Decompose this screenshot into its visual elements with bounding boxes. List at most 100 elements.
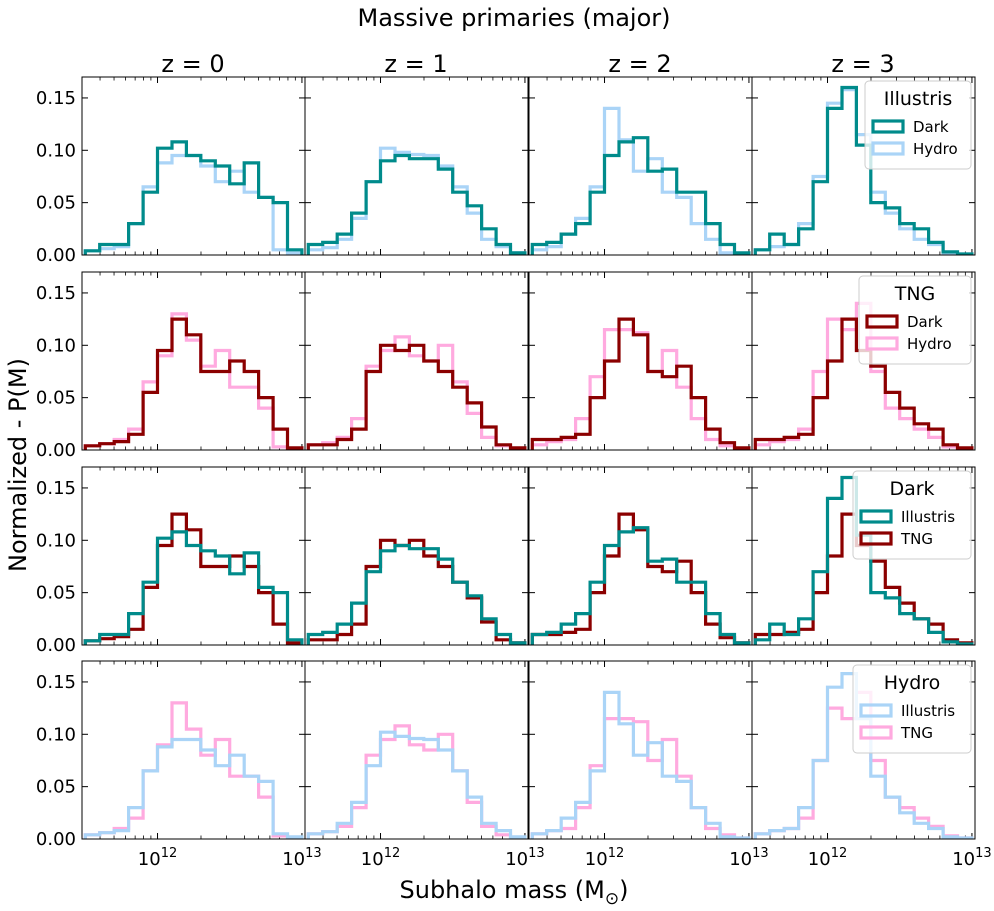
panel-frame xyxy=(528,660,753,840)
x-tick-exponent: 13 xyxy=(752,846,769,861)
x-axis-label: Subhalo mass (M⊙) xyxy=(400,876,629,909)
y-tick-label: 0.00 xyxy=(36,440,76,461)
legend-tng: TNG Dark Hydro xyxy=(858,275,972,365)
figure-title: Massive primaries (major) xyxy=(357,4,670,32)
column-title-z2: z = 2 xyxy=(608,50,671,78)
y-tick-label: 0.05 xyxy=(36,193,76,214)
legend-entry-label: Hydro xyxy=(913,140,958,158)
histogram-group xyxy=(83,312,304,450)
legend-entry-label: Illustris xyxy=(901,508,955,526)
x-tick-base: 10 xyxy=(282,849,305,870)
histogram-group xyxy=(83,512,304,645)
histogram-tng-hydro xyxy=(530,328,751,450)
histogram-tng-dark xyxy=(306,343,527,450)
y-tick-label: 0.15 xyxy=(36,88,76,109)
legend-swatch xyxy=(859,725,893,740)
legend-dark: Dark Illustris TNG xyxy=(852,470,972,560)
panel-frame xyxy=(304,76,529,256)
panel-r2-c0: 0.00 0.05 0.10 0.15 xyxy=(36,466,306,656)
histogram-group xyxy=(530,106,751,255)
panel-r0-c1 xyxy=(304,76,529,256)
x-tick-exponent: 12 xyxy=(161,846,178,861)
y-tick-label: 0.15 xyxy=(36,283,76,304)
x-tick-label: 1013 xyxy=(952,846,991,870)
panel-r0-c3: Illustris Dark Hydro xyxy=(751,76,976,256)
y-tick-label: 0.15 xyxy=(36,672,76,693)
x-tick-base: 10 xyxy=(808,849,831,870)
x-tick-label: 1012 xyxy=(361,846,400,870)
panel-r2-c1 xyxy=(304,466,529,646)
histogram-illustris-hydro xyxy=(83,153,304,255)
histogram-group xyxy=(306,335,527,450)
histogram-group xyxy=(306,724,527,839)
x-axis-label-text: Subhalo mass (M xyxy=(400,876,605,904)
x-tick-base: 10 xyxy=(585,849,608,870)
histogram-group xyxy=(306,538,527,645)
panel-frame xyxy=(304,466,529,646)
x-tick-exponent: 13 xyxy=(528,846,545,861)
legend-title: Illustris xyxy=(884,88,953,110)
histogram-illustris-hydro xyxy=(530,690,751,839)
legend-entry-label: Hydro xyxy=(907,335,952,353)
y-tick-label: 0.05 xyxy=(36,388,76,409)
x-tick-exponent: 13 xyxy=(305,846,322,861)
histogram-tng-dark xyxy=(306,538,527,645)
legend-title: Hydro xyxy=(884,672,941,694)
histogram-illustris-dark xyxy=(83,530,304,645)
legend-entry-label: Illustris xyxy=(901,702,955,720)
panel-r3-c2: 1012 10 13 xyxy=(528,660,769,870)
histogram-group xyxy=(530,317,751,450)
panel-r1-c3: TNG Dark Hydro xyxy=(751,271,976,451)
histogram-illustris-dark xyxy=(306,153,527,255)
x-tick-label: 1012 xyxy=(138,846,177,870)
y-tick-label: 0.00 xyxy=(36,245,76,266)
legend-swatch xyxy=(871,119,905,134)
x-tick-exponent: 12 xyxy=(608,846,625,861)
legend-entry-label: TNG xyxy=(900,530,933,548)
legend-box xyxy=(852,664,972,754)
y-tick-label: 0.00 xyxy=(36,635,76,656)
histogram-illustris-dark xyxy=(306,543,527,645)
panel-r2-c3: Dark Illustris TNG xyxy=(751,466,976,646)
histogram-group xyxy=(83,701,304,839)
histogram-illustris-hydro xyxy=(306,146,527,255)
histogram-group xyxy=(83,140,304,255)
panel-r2-c2 xyxy=(528,466,753,646)
x-axis-label-close: ) xyxy=(619,876,628,904)
histogram-tng-dark xyxy=(83,317,304,450)
panel-frame xyxy=(528,271,753,451)
histogram-tng-hydro xyxy=(306,724,527,839)
y-tick-label: 0.05 xyxy=(36,777,76,798)
histogram-tng-hydro xyxy=(83,701,304,839)
histogram-group xyxy=(753,85,974,255)
legend-hydro: Hydro Illustris TNG xyxy=(852,664,972,754)
x-tick-base: 10 xyxy=(138,849,161,870)
legend-illustris: Illustris Dark Hydro xyxy=(864,80,972,170)
histogram-group xyxy=(530,690,751,839)
panel-r1-c1 xyxy=(304,271,529,451)
x-tick-exponent: 12 xyxy=(384,846,401,861)
x-tick-label: 1013 xyxy=(505,846,544,870)
panel-r0-c0: 0.00 0.05 0.10 0.15 xyxy=(36,76,306,266)
y-tick-label: 0.10 xyxy=(36,140,76,161)
panel-r1-c2 xyxy=(528,271,753,451)
histogram-illustris-dark xyxy=(83,140,304,255)
y-tick-label: 0.00 xyxy=(36,829,76,850)
legend-box xyxy=(864,80,972,170)
histogram-illustris-dark xyxy=(530,526,751,645)
x-tick-base: 10 xyxy=(505,849,528,870)
panel-frame xyxy=(751,271,976,451)
histogram-illustris-hydro xyxy=(306,730,527,839)
histogram-group xyxy=(306,146,527,255)
y-axis-label: Normalized - P(M) xyxy=(4,358,32,572)
panel-r0-c2 xyxy=(528,76,753,256)
y-tick-label: 0.15 xyxy=(36,478,76,499)
histogram-tng-dark xyxy=(83,512,304,645)
legend-entry-label: TNG xyxy=(900,724,933,742)
x-tick-label: 1012 xyxy=(585,846,624,870)
legend-swatch xyxy=(865,336,899,351)
legend-box xyxy=(858,275,972,365)
